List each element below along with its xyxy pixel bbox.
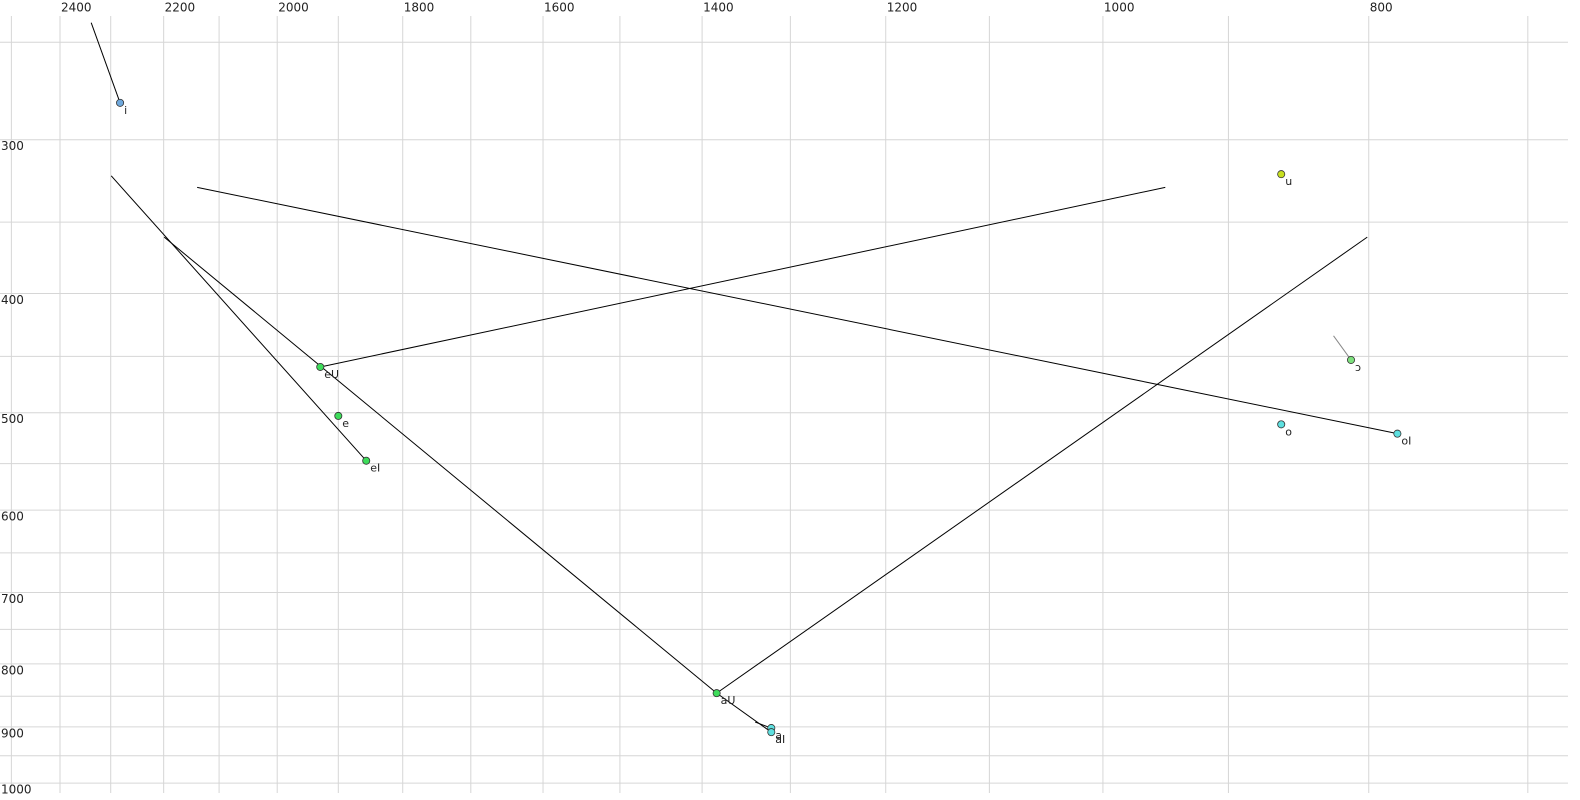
y-tick-label: 700 — [1, 592, 24, 606]
trajectory — [90, 22, 121, 103]
x-tick-label: 1000 — [1104, 1, 1135, 15]
vowel-point — [334, 411, 343, 420]
vowel-label: aI — [775, 733, 785, 746]
vowel-label: eU — [324, 368, 339, 381]
x-tick-label: 1400 — [703, 1, 734, 15]
x-tick-label: 2400 — [61, 1, 92, 15]
vowel-label: a — [775, 729, 782, 742]
vowel-point — [1393, 429, 1402, 438]
y-tick-label: 900 — [1, 726, 24, 740]
y-tick-label: 600 — [1, 510, 24, 524]
vowel-label: ɔ — [1355, 361, 1361, 374]
trajectory — [320, 186, 1166, 368]
y-tick-label: 1000 — [1, 783, 32, 797]
vowel-point — [1347, 355, 1356, 364]
y-tick-label: 500 — [1, 412, 24, 426]
vowel-label: u — [1285, 175, 1292, 188]
trajectory — [716, 692, 772, 733]
vowel-point — [316, 362, 325, 371]
vowel-label: o — [1285, 425, 1292, 438]
trajectory — [197, 186, 1398, 435]
vowel-point — [1277, 170, 1286, 179]
vowel-label: aU — [721, 694, 736, 707]
vowel-point — [1277, 420, 1286, 429]
vowel-label: e — [342, 417, 349, 430]
y-tick-label: 400 — [1, 293, 24, 307]
x-tick-label: 1800 — [404, 1, 435, 15]
x-tick-label: 800 — [1370, 1, 1393, 15]
y-tick-label: 800 — [1, 663, 24, 677]
vowel-point — [767, 728, 776, 737]
vowel-label: i — [124, 104, 127, 117]
x-tick-label: 1200 — [887, 1, 918, 15]
vowel-label: oI — [1401, 435, 1411, 448]
y-tick-label: 300 — [1, 139, 24, 153]
x-tick-label: 1600 — [544, 1, 575, 15]
vowel-point — [116, 98, 125, 107]
vowel-point — [712, 689, 721, 698]
trajectory — [163, 236, 717, 694]
trajectory — [1333, 335, 1352, 361]
x-tick-label: 2000 — [278, 1, 309, 15]
trajectory — [716, 236, 1368, 694]
vowel-point — [362, 456, 371, 465]
trajectory — [110, 175, 367, 462]
x-tick-label: 2200 — [165, 1, 196, 15]
vowel-label: eI — [370, 462, 380, 475]
